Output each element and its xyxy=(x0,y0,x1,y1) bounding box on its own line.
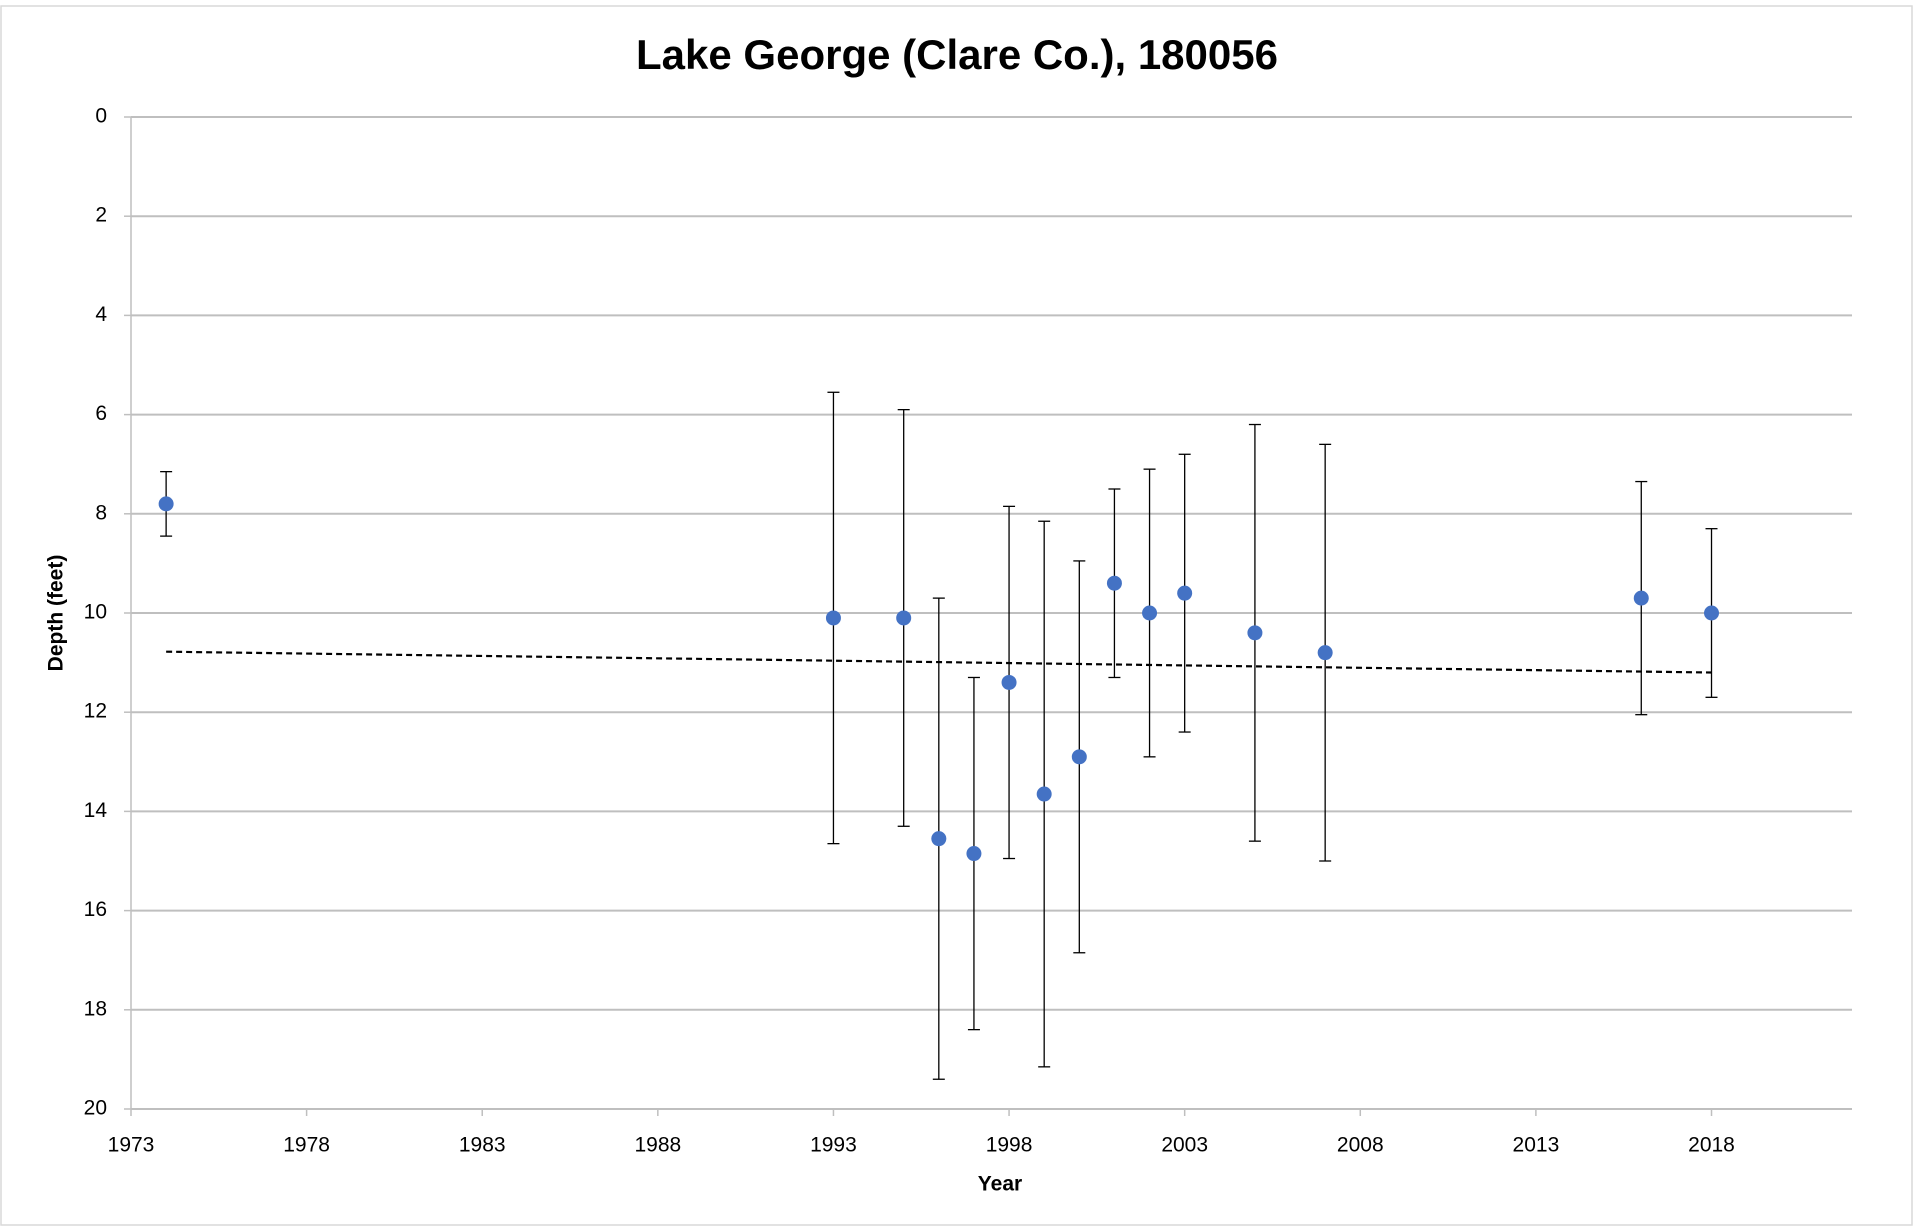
x-tick-label: 1973 xyxy=(108,1134,155,1157)
point xyxy=(1317,645,1333,661)
x-tick-label: 1978 xyxy=(283,1134,330,1157)
y-tick-label: 0 xyxy=(95,105,107,128)
point xyxy=(1177,585,1193,601)
point xyxy=(966,846,982,862)
point xyxy=(1142,605,1158,621)
point xyxy=(825,610,841,626)
x-tick-label: 2018 xyxy=(1688,1134,1735,1157)
y-tick-label: 20 xyxy=(84,1097,107,1120)
point xyxy=(1704,605,1720,621)
point xyxy=(1633,590,1649,606)
point xyxy=(896,610,912,626)
x-tick-label: 2003 xyxy=(1161,1134,1208,1157)
y-tick-label: 16 xyxy=(84,898,107,921)
x-tick-label: 2013 xyxy=(1513,1134,1560,1157)
y-tick-label: 8 xyxy=(95,501,107,524)
point xyxy=(1001,674,1017,690)
y-tick-label: 12 xyxy=(84,700,107,723)
point xyxy=(1106,575,1122,591)
y-tick-label: 2 xyxy=(95,204,107,227)
x-tick-label: 1988 xyxy=(634,1134,681,1157)
y-tick-label: 10 xyxy=(84,601,107,624)
chart-title: Lake George (Clare Co.), 180056 xyxy=(636,31,1278,78)
y-tick-label: 6 xyxy=(95,402,107,425)
chart-border xyxy=(0,5,1913,1226)
x-tick-label: 1998 xyxy=(986,1134,1033,1157)
y-axis-title: Depth (feet) xyxy=(45,555,68,672)
x-tick-label: 1993 xyxy=(810,1134,857,1157)
point xyxy=(1071,749,1087,765)
y-tick-label: 14 xyxy=(84,799,108,822)
x-tick-label: 2008 xyxy=(1337,1134,1384,1157)
point xyxy=(931,831,947,847)
point xyxy=(158,496,174,512)
x-axis-title: Year xyxy=(978,1173,1022,1196)
point xyxy=(1247,625,1263,641)
y-tick-label: 18 xyxy=(84,997,107,1020)
x-tick-label: 1983 xyxy=(459,1134,506,1157)
y-tick-label: 4 xyxy=(95,303,107,326)
point xyxy=(1036,786,1052,802)
